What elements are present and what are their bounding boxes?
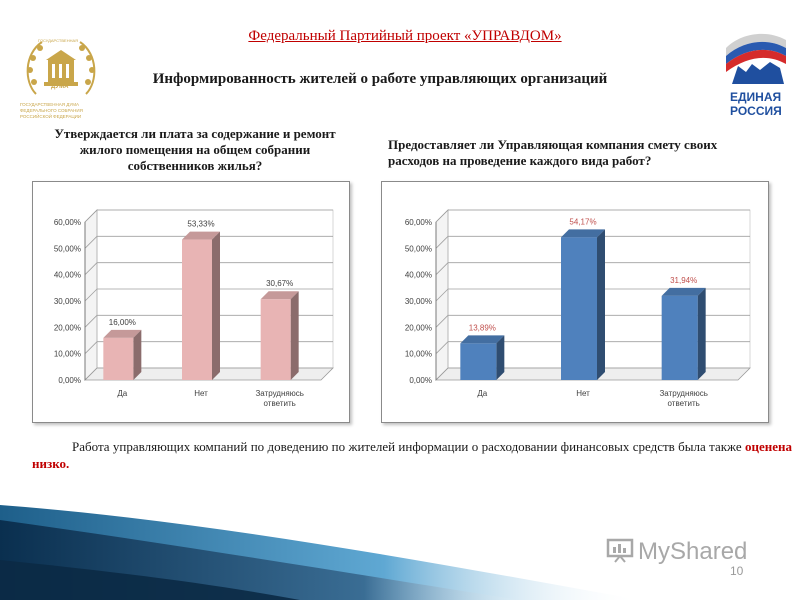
- summary-text: Работа управляющих компаний по доведению…: [72, 439, 745, 454]
- united-russia-logo: ЕДИНАЯ РОССИЯ: [718, 26, 792, 122]
- bar-front: [460, 343, 497, 380]
- chart-cost-estimate-plot: 0,00% 10,00% 20,00% 30,00% 40,00% 50,00% 60,00…: [405, 209, 751, 408]
- data-label: 16,00%: [109, 318, 136, 327]
- gridline: [84, 341, 333, 354]
- bar-top: [561, 229, 605, 238]
- chart-rent-approval: 0,00% 10,00% 20,00% 30,00% 40,00% 50,00% 60,00…: [32, 181, 350, 423]
- united-russia-line2: РОССИЯ: [730, 104, 782, 118]
- bar-front: [182, 239, 212, 380]
- y-tick-label: 30,00%: [54, 297, 81, 306]
- chart-rent-approval-plot: 0,00% 10,00% 20,00% 30,00% 40,00% 50,00% 60,00…: [54, 209, 334, 408]
- bar-side: [496, 335, 505, 380]
- bar-side: [212, 231, 220, 380]
- bar: [103, 329, 142, 380]
- gridline: [84, 288, 333, 302]
- gridline: [435, 341, 750, 354]
- y-tick-label: 40,00%: [54, 271, 81, 280]
- data-label: 30,67%: [266, 279, 293, 288]
- bar-side: [697, 287, 706, 380]
- gridline: [435, 209, 750, 223]
- presentation-icon: [606, 538, 634, 563]
- data-label: 54,17%: [569, 217, 596, 226]
- bar-side: [133, 329, 142, 380]
- y-tick-label: 40,00%: [405, 271, 432, 280]
- y-tick-label: 10,00%: [405, 350, 432, 359]
- bar-side: [290, 291, 299, 380]
- bar: [182, 231, 220, 380]
- x-category-label: Да: [477, 389, 487, 398]
- gridline: [435, 262, 750, 275]
- duma-logo-top-text: ГОСУДАРСТВЕННАЯ: [38, 38, 79, 43]
- duma-logo-bottom-text-2: ФЕДЕРАЛЬНОГО СОБРАНИЯ: [20, 108, 83, 113]
- gridline: [84, 235, 333, 249]
- data-label: 31,94%: [670, 276, 697, 285]
- y-tick-label: 20,00%: [405, 323, 432, 332]
- bar-top: [182, 231, 220, 240]
- project-title: Федеральный Партийный проект «УПРАВДОМ»: [248, 28, 562, 44]
- x-category-label: Нет: [194, 389, 208, 398]
- state-duma-logo: ГОСУДАРСТВЕННАЯ ДУМА ГОСУДАРСТВЕННАЯ ДУМ…: [16, 32, 106, 122]
- gridline: [435, 314, 750, 328]
- gridline: [435, 288, 750, 302]
- x-category-label: Затрудняюсь: [659, 389, 707, 398]
- bar-front: [103, 337, 134, 380]
- question-2: Предоставляет ли Управляющая компания см…: [388, 137, 718, 168]
- x-category-label: ответить: [668, 399, 700, 408]
- watermark-text: MyShared: [638, 538, 748, 565]
- y-tick-label: 20,00%: [54, 323, 81, 332]
- y-tick-label: 50,00%: [405, 244, 432, 253]
- bear-flag-icon: [726, 33, 786, 84]
- y-tick-label: 60,00%: [54, 218, 81, 227]
- united-russia-line1: ЕДИНАЯ: [730, 90, 782, 104]
- data-label: 13,89%: [469, 323, 496, 332]
- x-category-label: Нет: [576, 389, 590, 398]
- x-category-label: Затрудняюсь: [255, 389, 303, 398]
- bar-front: [661, 295, 698, 380]
- gridline: [84, 314, 333, 328]
- slide-title: Информированность жителей о работе управ…: [152, 71, 608, 87]
- bar-front: [561, 237, 597, 380]
- bar: [460, 335, 505, 380]
- bar-top: [460, 335, 505, 344]
- bar-side: [597, 229, 605, 380]
- gridline: [435, 235, 750, 249]
- question-1: Утверждается ли плата за содержание и ре…: [54, 126, 336, 173]
- duma-logo-bottom-text-1: ГОСУДАРСТВЕННАЯ ДУМА: [20, 102, 80, 107]
- bar-top: [661, 287, 706, 296]
- bar-top: [103, 329, 142, 338]
- gridline: [84, 209, 333, 223]
- gridline: [84, 367, 333, 381]
- x-category-label: ответить: [264, 399, 296, 408]
- gridline: [84, 262, 333, 275]
- y-tick-label: 50,00%: [54, 244, 81, 253]
- x-category-label: Да: [117, 389, 127, 398]
- data-label: 53,33%: [187, 220, 214, 229]
- bar: [260, 291, 299, 380]
- y-tick-label: 30,00%: [405, 297, 432, 306]
- chart-cost-estimate: 0,00% 10,00% 20,00% 30,00% 40,00% 50,00% 60,00…: [381, 181, 769, 423]
- summary-highlight: оценена низко.: [32, 439, 792, 471]
- bar: [561, 229, 605, 380]
- bar-top: [260, 291, 299, 300]
- duma-logo-bottom-text-3: РОССИЙСКОЙ ФЕДЕРАЦИИ: [20, 114, 82, 119]
- duma-emblem-icon: [26, 41, 96, 95]
- page-number: 10: [730, 564, 744, 578]
- watermark: MyShared: [606, 537, 747, 566]
- duma-logo-center-text: ДУМА: [51, 84, 69, 90]
- bar: [661, 287, 706, 380]
- gridline: [435, 367, 750, 381]
- y-tick-label: 10,00%: [54, 350, 81, 359]
- y-tick-label: 0,00%: [58, 376, 81, 385]
- y-tick-label: 60,00%: [405, 218, 432, 227]
- summary-paragraph: Работа управляющих компаний по доведению…: [32, 438, 792, 472]
- bar-front: [260, 299, 291, 380]
- y-tick-label: 0,00%: [409, 376, 432, 385]
